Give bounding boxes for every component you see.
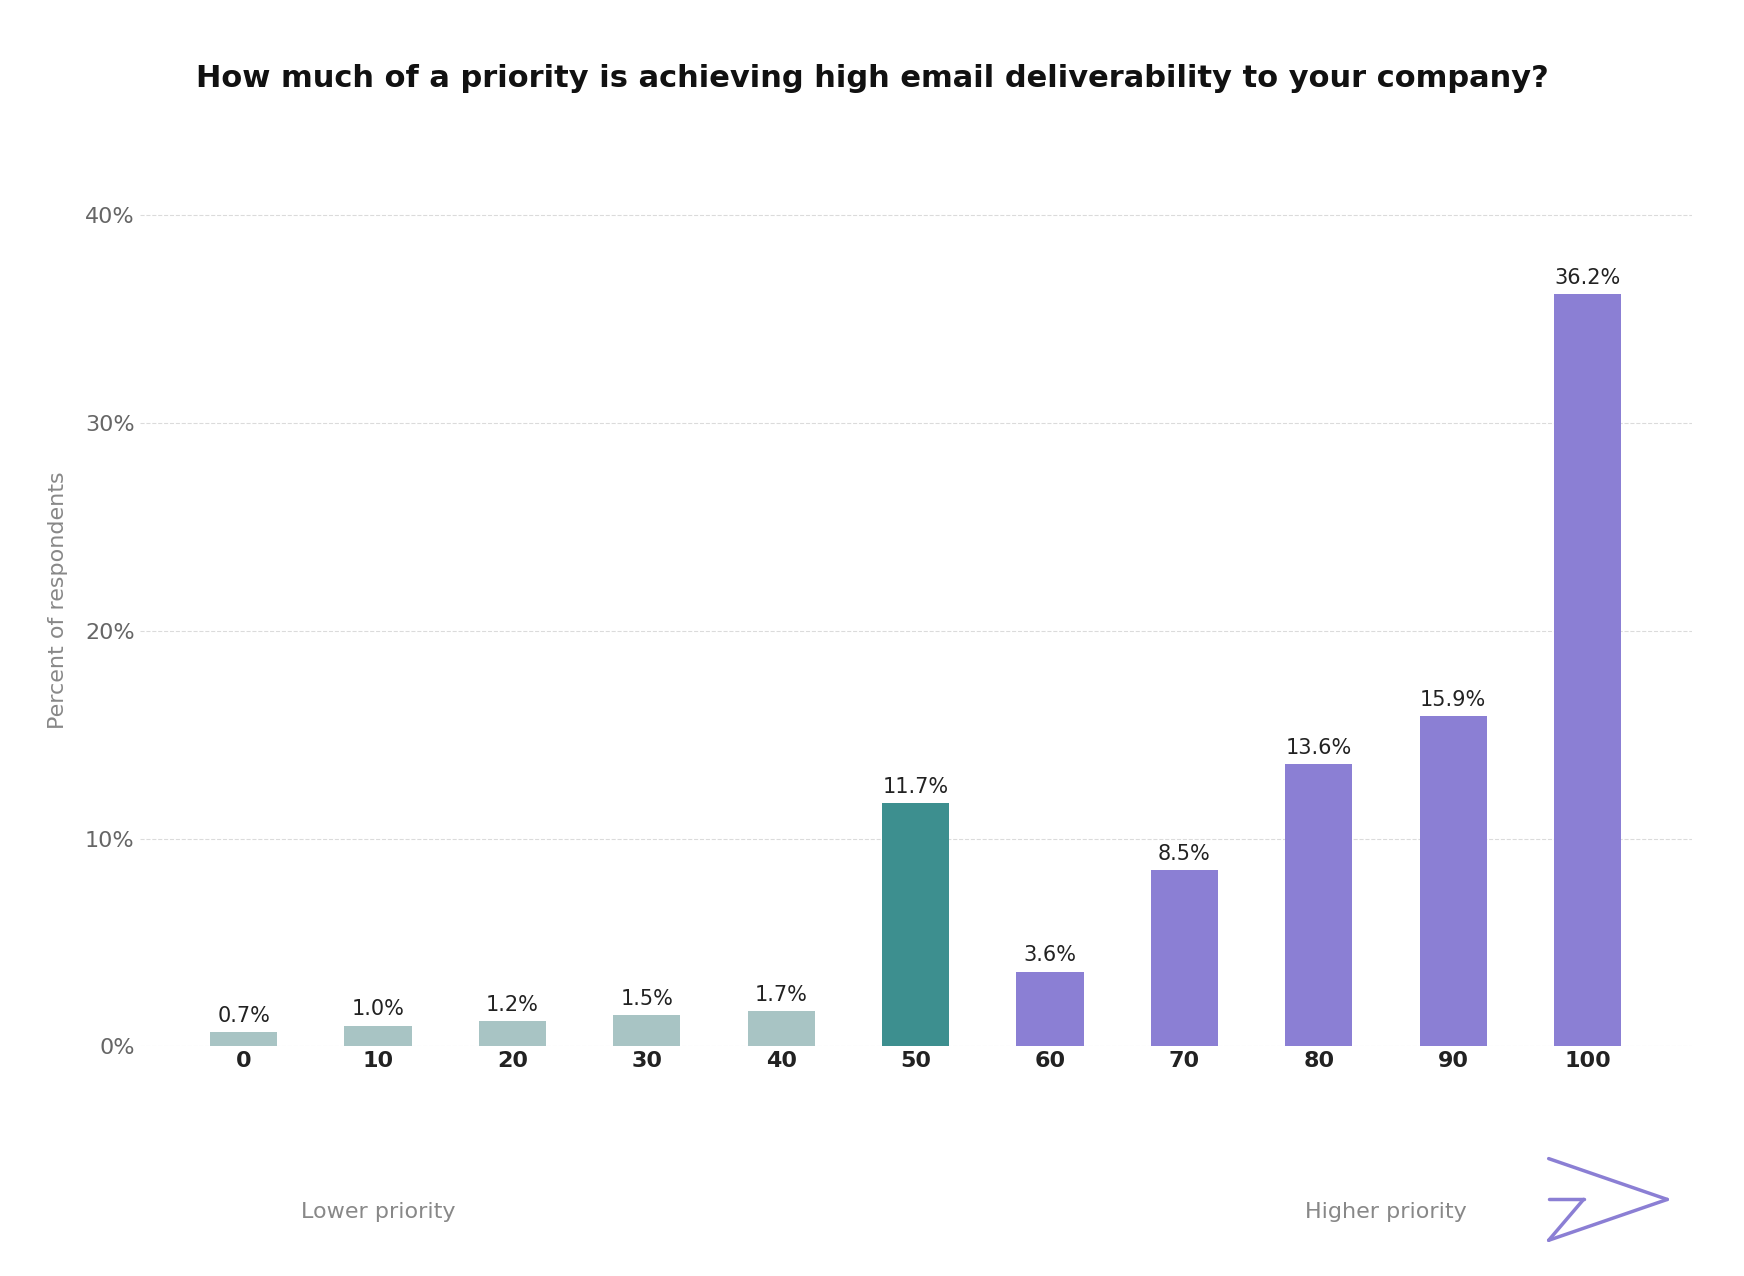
Bar [1420,716,1486,1046]
Bar [1285,764,1352,1046]
Bar [480,1021,546,1046]
Bar [882,804,949,1046]
Text: 1.0%: 1.0% [352,999,405,1020]
Text: How much of a priority is achieving high email deliverability to your company?: How much of a priority is achieving high… [195,64,1549,93]
Y-axis label: Percent of respondents: Percent of respondents [49,471,68,729]
Text: 3.6%: 3.6% [1024,946,1076,966]
Text: 1.2%: 1.2% [487,995,539,1016]
Bar [614,1016,680,1046]
Bar [345,1026,412,1046]
Text: 1.7%: 1.7% [755,985,807,1004]
Bar [1017,971,1083,1046]
Text: 0.7%: 0.7% [218,1005,270,1026]
Text: 8.5%: 8.5% [1158,843,1210,864]
Text: 11.7%: 11.7% [882,777,949,798]
Bar [1554,295,1622,1046]
Bar [1151,870,1217,1046]
Bar [748,1011,814,1046]
Text: 13.6%: 13.6% [1285,738,1352,758]
Text: Lower priority: Lower priority [300,1202,455,1222]
Text: Higher priority: Higher priority [1305,1202,1467,1222]
Text: 15.9%: 15.9% [1420,690,1486,709]
Bar [209,1032,277,1046]
Text: 1.5%: 1.5% [621,989,673,1009]
Text: 36.2%: 36.2% [1554,268,1620,288]
